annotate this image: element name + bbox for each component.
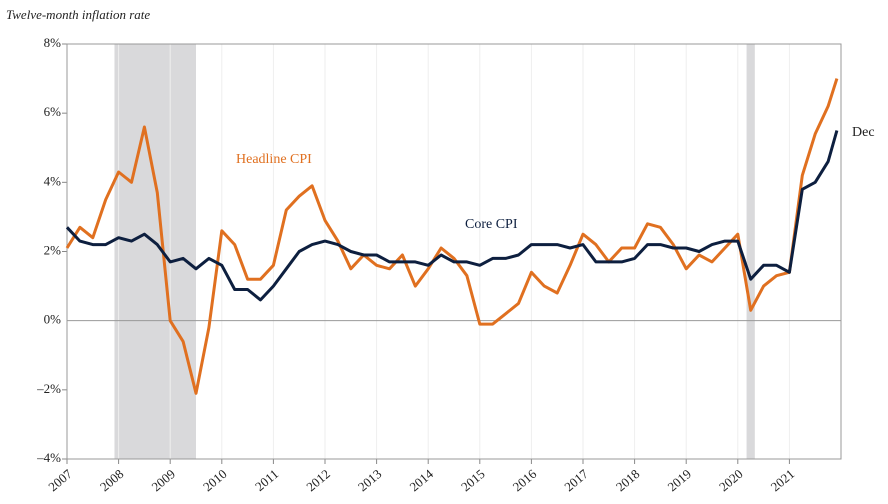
- series-label: Headline CPI: [236, 152, 312, 167]
- x-tick-label: 2019: [664, 466, 694, 494]
- annotation: Dec: [852, 125, 875, 140]
- y-tick-label: 6%: [44, 104, 62, 119]
- series-line: [65, 78, 839, 395]
- x-tick-label: 2020: [716, 466, 746, 494]
- y-tick-label: 2%: [44, 242, 62, 257]
- x-tick-label: 2009: [148, 466, 178, 494]
- x-tick-label: 2008: [97, 466, 127, 494]
- x-tick-label: 2015: [458, 466, 488, 494]
- x-tick-label: 2016: [510, 466, 540, 495]
- x-tick-label: 2014: [406, 466, 436, 495]
- x-tick-label: 2018: [613, 466, 643, 494]
- plot-frame: [66, 43, 842, 460]
- x-tick-label: 2017: [561, 466, 591, 495]
- recession-band: [114, 44, 196, 459]
- x-tick-label: 2013: [355, 466, 385, 494]
- axis-title: Twelve-month inflation rate: [6, 7, 150, 22]
- x-tick-label: 2010: [200, 466, 230, 494]
- y-tick-label: –4%: [36, 450, 61, 465]
- y-tick-label: –2%: [36, 381, 61, 396]
- series-label: Core CPI: [465, 217, 518, 232]
- y-tick-label: 0%: [44, 312, 62, 327]
- y-tick-label: 8%: [44, 35, 62, 50]
- series-line: [65, 130, 839, 302]
- y-tick-label: 4%: [44, 173, 62, 188]
- x-tick-label: 2012: [303, 466, 333, 494]
- x-tick-label: 2011: [252, 466, 281, 494]
- recession-band: [746, 44, 755, 459]
- x-tick-label: 2007: [45, 466, 75, 495]
- x-tick-label: 2021: [768, 466, 798, 494]
